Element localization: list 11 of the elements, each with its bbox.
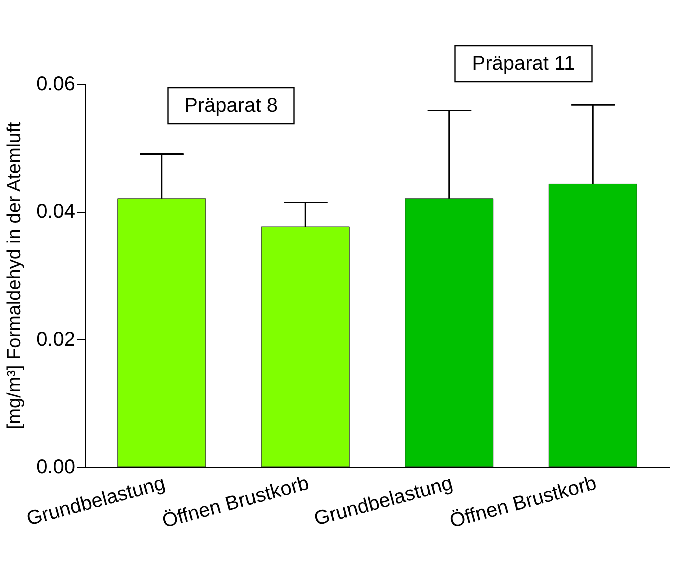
bar [405, 198, 494, 468]
bar [548, 184, 638, 468]
bar [118, 198, 206, 468]
y-tick-label: 0.00 [36, 456, 76, 478]
annotation: Präparat 8 [184, 95, 278, 117]
y-tick-label: 0.04 [36, 201, 76, 224]
y-tick-label: 0.06 [36, 74, 76, 96]
text: Präparat 11 [472, 53, 576, 75]
y-tick-label: 0.02 [36, 328, 76, 351]
bar [261, 226, 350, 468]
y-axis-title: [mg/m³] Formaldehyd in der Atemluft [4, 122, 26, 430]
